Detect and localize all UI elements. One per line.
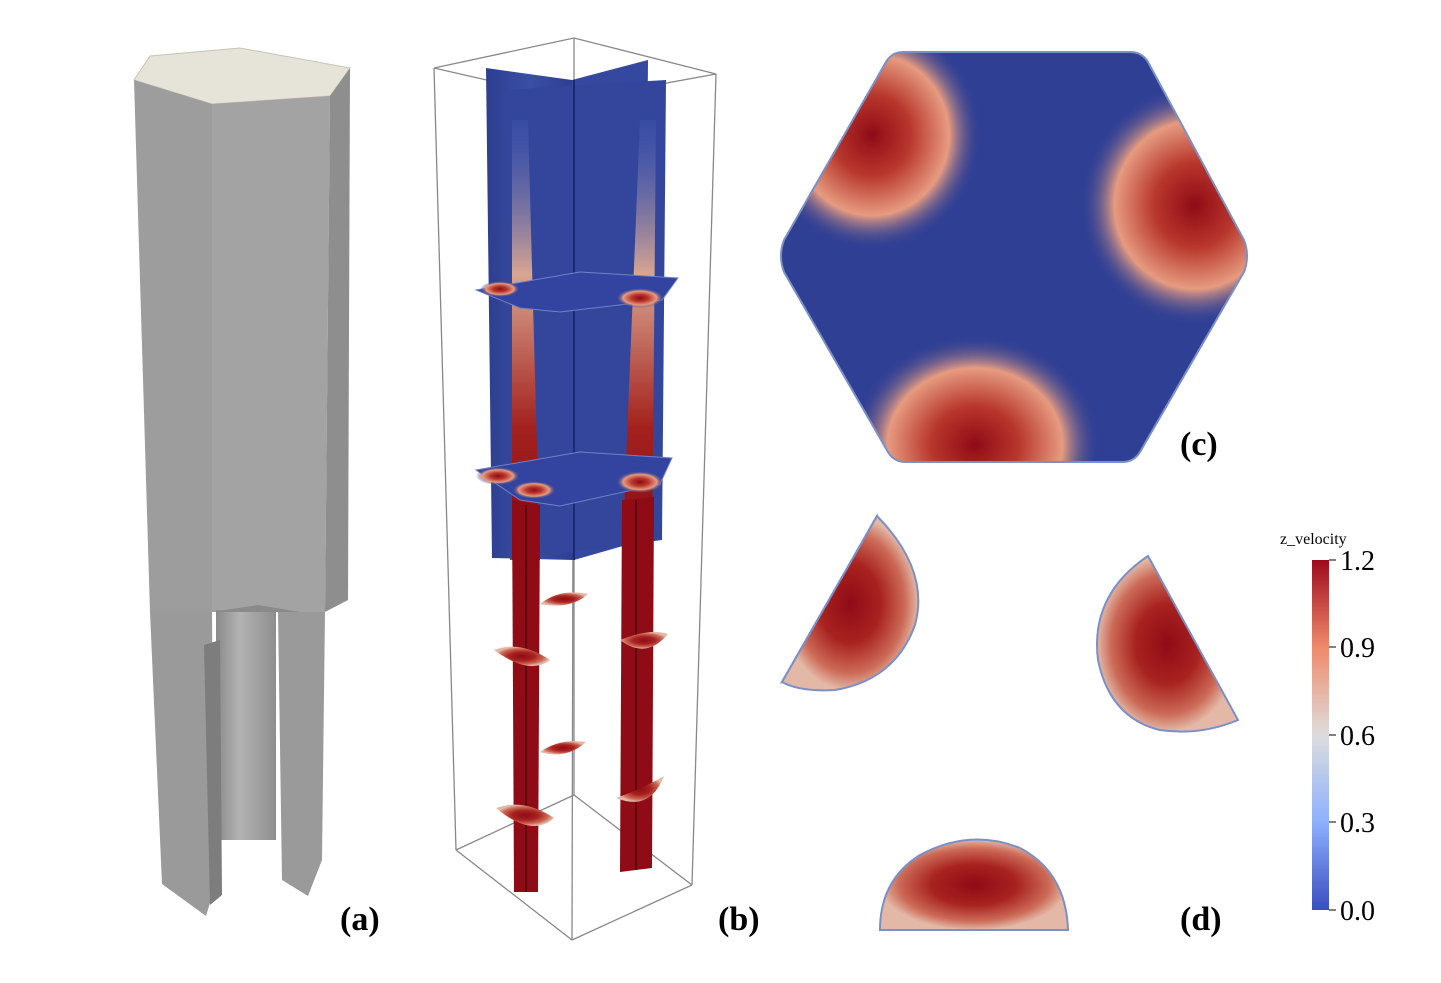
leg-slice-3 bbox=[620, 632, 668, 649]
panel-d-half-discs bbox=[779, 513, 1240, 931]
cut-shadow bbox=[204, 640, 222, 905]
panel-a-geometry bbox=[133, 47, 351, 916]
jet-right bbox=[622, 120, 656, 560]
colorbar-tick-0.0: 0.0 bbox=[1340, 896, 1375, 927]
panel-label-c: (c) bbox=[1180, 426, 1218, 463]
lower-left-leg bbox=[150, 612, 214, 916]
leg-slice-4 bbox=[540, 741, 586, 755]
panel-c-hex-section bbox=[780, 51, 1248, 463]
colorbar-gradient bbox=[1312, 560, 1329, 910]
panel-label-b: (b) bbox=[718, 901, 760, 938]
colorbar: z_velocity 1.2 0.9 0.6 0.3 0.0 bbox=[1280, 531, 1375, 927]
sheet-front bbox=[504, 80, 666, 560]
colorbar-title: z_velocity bbox=[1280, 531, 1347, 548]
hotspot-bottom bbox=[850, 335, 1100, 462]
colorbar-tick-1.2: 1.2 bbox=[1340, 546, 1375, 577]
colorbar-tick-0.3: 0.3 bbox=[1340, 808, 1375, 839]
hex-front-face bbox=[212, 96, 330, 612]
half-disc-left-fill bbox=[780, 514, 920, 692]
colorbar-tick-0.6: 0.6 bbox=[1340, 721, 1375, 752]
half-disc-bottom bbox=[878, 838, 1070, 931]
leg-slice-1 bbox=[540, 592, 588, 606]
inner-rod bbox=[216, 610, 276, 840]
half-disc-right bbox=[1096, 554, 1240, 733]
colorbar-tick-0.9: 0.9 bbox=[1340, 633, 1375, 664]
lower-right-leg bbox=[278, 612, 325, 896]
panel-b-slices bbox=[433, 37, 717, 941]
panel-label-a: (a) bbox=[340, 901, 380, 938]
leg-slice-5 bbox=[496, 804, 554, 826]
notch bbox=[212, 605, 300, 612]
hotspot-right bbox=[1080, 85, 1247, 325]
hex-left-face bbox=[134, 80, 212, 612]
leg-slice-6 bbox=[616, 776, 664, 802]
leg-slice-2 bbox=[494, 646, 550, 667]
hotspot-top-left bbox=[781, 52, 982, 250]
hex-right-face bbox=[325, 68, 350, 612]
bounding-box bbox=[433, 37, 717, 941]
jet-left bbox=[512, 120, 540, 560]
panel-label-d: (d) bbox=[1180, 901, 1222, 938]
